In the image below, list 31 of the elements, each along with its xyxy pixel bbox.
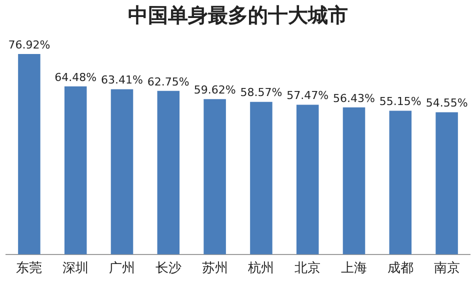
bar <box>250 102 272 254</box>
bar <box>296 104 319 254</box>
x-tick-label: 南京 <box>434 260 460 275</box>
data-label: 54.55% <box>426 96 468 110</box>
chart-title: 中国单身最多的十大城市 <box>127 2 349 29</box>
data-label: 55.15% <box>379 95 422 108</box>
data-label: 58.57% <box>240 86 282 100</box>
x-tick-label: 苏州 <box>202 260 228 275</box>
x-tick-label: 长沙 <box>155 260 182 275</box>
x-tick-label: 杭州 <box>247 260 274 275</box>
bar <box>110 89 134 254</box>
data-label: 56.43% <box>333 92 375 105</box>
data-label: 76.92% <box>8 38 50 52</box>
data-label: 62.75% <box>147 75 190 88</box>
bar <box>436 112 458 254</box>
x-tick-label: 广州 <box>109 260 135 275</box>
x-tick-label: 上海 <box>341 260 367 275</box>
bar <box>342 107 366 254</box>
bar <box>64 86 87 254</box>
bar <box>204 99 226 254</box>
data-label: 59.62% <box>194 83 236 96</box>
bar <box>157 90 180 254</box>
data-label: 57.47% <box>286 89 329 102</box>
data-label: 64.48% <box>54 70 97 84</box>
x-tick-label: 东莞 <box>16 260 42 275</box>
bar <box>18 54 40 254</box>
x-tick-label: 北京 <box>294 260 321 275</box>
x-tick-label: 深圳 <box>62 260 89 275</box>
x-tick-label: 成都 <box>387 260 414 275</box>
bar <box>389 110 412 254</box>
data-label: 63.41% <box>101 74 143 87</box>
